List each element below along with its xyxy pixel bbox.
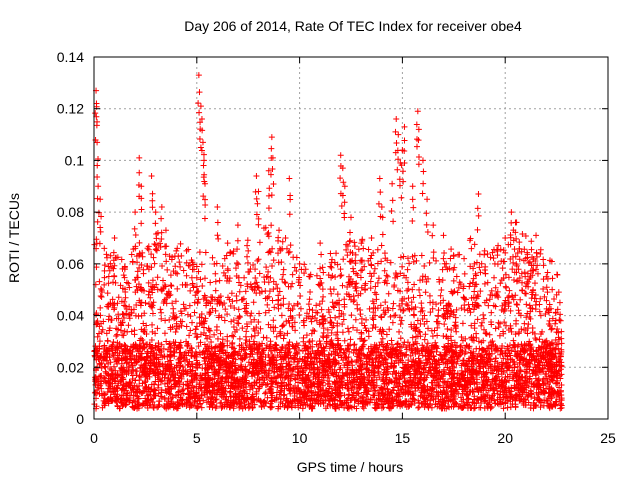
chart-container: 051015202500.020.040.060.080.10.120.14 D… [0,0,640,480]
scatter-chart: 051015202500.020.040.060.080.10.120.14 D… [0,0,640,480]
